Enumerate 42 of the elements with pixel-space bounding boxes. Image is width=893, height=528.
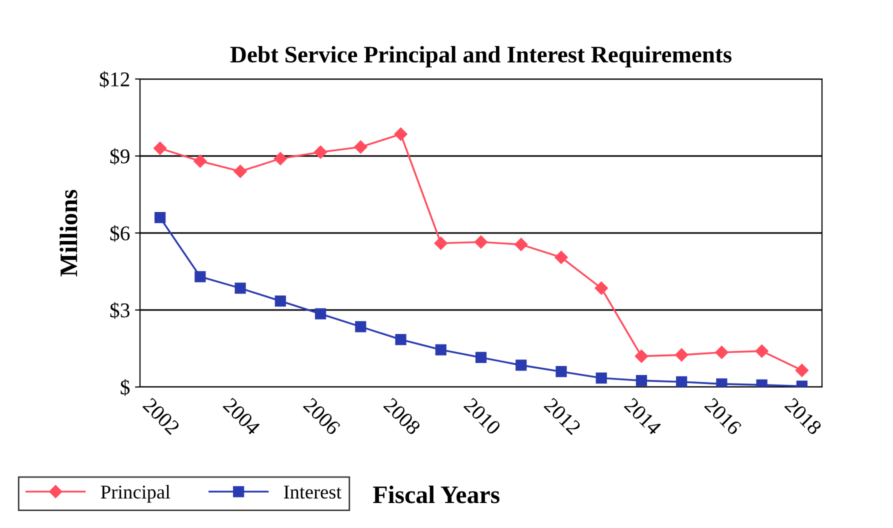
point (434, 236, 448, 250)
y-tick-label: $6 (110, 225, 130, 242)
point (154, 212, 166, 224)
point (636, 375, 648, 386)
point (556, 366, 567, 378)
point (354, 140, 368, 154)
point (596, 372, 607, 384)
point (194, 271, 206, 282)
point (314, 146, 328, 159)
point (435, 344, 446, 356)
y-tick-label: $12 (100, 71, 130, 88)
point (153, 142, 167, 155)
chart-title: Debt Service Principal and Interest Requirements (230, 46, 732, 68)
point (675, 348, 688, 362)
point (314, 308, 326, 320)
point (795, 364, 809, 377)
point (716, 378, 728, 387)
point (634, 350, 648, 363)
y-axis-title: Millions (60, 190, 78, 276)
point (475, 352, 487, 364)
point (395, 334, 406, 346)
point (755, 344, 768, 358)
x-axis-title: Fiscal Years (373, 486, 500, 504)
legend-label: Interest (284, 486, 342, 499)
point (234, 164, 247, 178)
point (715, 346, 728, 359)
point (554, 250, 568, 264)
y-tick-label: $3 (110, 302, 130, 319)
point (394, 128, 408, 141)
y-tick-label: $ (120, 379, 130, 396)
point (234, 282, 246, 294)
y-tick-label: $9 (110, 148, 130, 165)
point (474, 235, 488, 249)
point (516, 360, 527, 371)
point (194, 154, 207, 168)
point (274, 295, 286, 307)
point (514, 238, 528, 252)
point (274, 152, 287, 166)
point (594, 282, 608, 295)
point (676, 376, 688, 387)
point (355, 321, 366, 332)
legend-label: Principal (100, 484, 170, 503)
